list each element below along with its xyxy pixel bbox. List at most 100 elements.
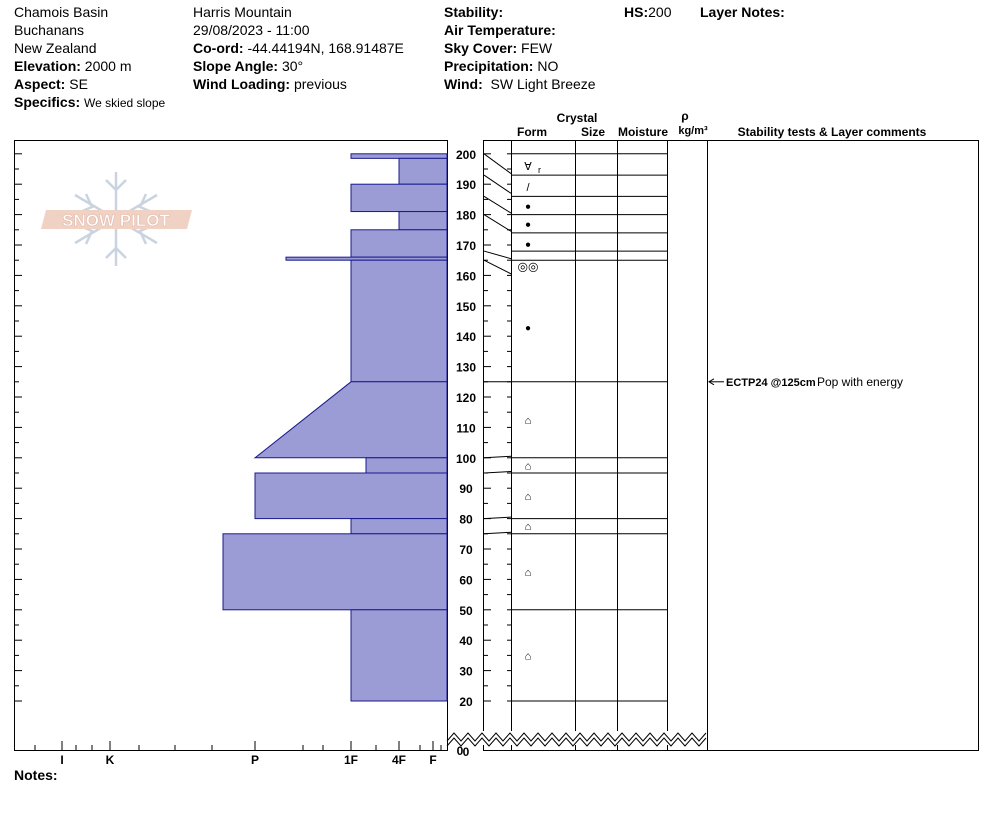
height-label-140: 140 (456, 330, 476, 344)
form-symbol-12: ⌂ (525, 650, 532, 662)
height-label-180: 180 (456, 209, 476, 223)
height-label-130: 130 (456, 361, 476, 375)
hardness-label-I: I (60, 753, 63, 767)
density-unit-header: kg/m³ (678, 125, 708, 137)
height-label-150: 150 (456, 300, 476, 314)
layer-connector-7 (483, 455, 512, 459)
height-axis: 0 20 30 40 50 60 70 80 90 100 110 120 130 140 150 160 17… (14, 148, 511, 759)
hardness-axis: I K P 1F 4F F (34, 741, 442, 767)
comments-panel-frame (707, 140, 979, 751)
height-label-120: 120 (456, 391, 476, 405)
form-symbol-1: / (526, 182, 530, 194)
comment-test-0: ECTP24 @125cm (726, 377, 816, 389)
header-col-3: Stability: Air Temperature: Sky Cover: F… (444, 3, 596, 93)
aspect: Aspect: SE (14, 76, 88, 92)
height-label-50: 50 (459, 604, 473, 618)
form-symbol-3: ● (525, 220, 531, 231)
form-symbol-sub-0: r (538, 165, 541, 175)
comment-note-0: Pop with energy (817, 375, 903, 389)
comment-arrow-icon (708, 378, 715, 386)
layer-connector-1 (483, 174, 512, 194)
hardness-bar-10 (350, 518, 448, 535)
size-header: Size (581, 125, 605, 139)
form-symbol-5: ◎◎ (518, 259, 539, 273)
height-label-90: 90 (459, 482, 473, 496)
hardness-bar-3 (398, 211, 448, 231)
header-col-2: Harris Mountain 29/08/2023 - 11:00 Co-or… (193, 3, 404, 93)
height-label-60: 60 (459, 573, 473, 587)
form-symbol-10: ⌂ (525, 521, 532, 533)
hardness-bar-6 (350, 259, 448, 383)
hardness-bar-4 (350, 229, 448, 258)
height-label-30: 30 (459, 665, 473, 679)
header-col-1: Chamois Basin Buchanans New Zealand Elev… (14, 3, 165, 111)
location: Chamois Basin (14, 4, 109, 20)
height-label-160: 160 (456, 269, 476, 283)
axis-break: 0 (446, 731, 707, 758)
hardness-bar-2 (350, 183, 448, 213)
hardness-label-K: K (106, 753, 115, 767)
height-label-190: 190 (456, 178, 476, 192)
height-label-200: 200 (456, 148, 476, 162)
coordinates: Co-ord: -44.44194N, 168.91487E (193, 40, 404, 56)
hardness-label-P: P (251, 753, 259, 767)
wind: Wind: SW Light Breeze (444, 76, 596, 92)
height-label-20: 20 (459, 695, 473, 709)
layer-boundaries (483, 153, 667, 702)
hardness-profile (222, 153, 448, 702)
stability: Stability: (444, 4, 504, 20)
notes-label: Notes: (14, 767, 58, 783)
height-label-80: 80 (459, 513, 473, 527)
wind-loading: Wind Loading: previous (193, 76, 347, 92)
height-label-70: 70 (459, 543, 473, 557)
layer-connector-2 (483, 195, 512, 214)
hardness-bar-11 (222, 533, 448, 611)
height-label-170: 170 (456, 239, 476, 253)
datetime: 29/08/2023 - 11:00 (193, 22, 310, 38)
hardness-label-1F: 1F (344, 753, 358, 767)
snow-height: HS:200 (624, 4, 672, 20)
density-rho-header: ρ (681, 109, 688, 123)
form-symbol-8: ⌂ (525, 460, 532, 472)
break-zigzag-top (446, 732, 707, 742)
crystal-header: Crystal (557, 111, 598, 125)
country: New Zealand (14, 40, 97, 56)
form-symbol-11: ⌂ (525, 567, 532, 579)
form-symbol-6: ● (525, 323, 531, 334)
form-symbol-2: ● (525, 201, 531, 212)
hardness-bar-9 (254, 472, 448, 520)
crystal-table-frame (483, 140, 708, 751)
form-symbols: ∀ r / ● ● ● ◎◎ ● ⌂ ⌂ ⌂ ⌂ ⌂ ⌂ (518, 161, 541, 662)
form-symbol-7: ⌂ (525, 415, 532, 427)
form-symbol-9: ⌂ (525, 491, 532, 503)
hardness-label-F: F (429, 753, 436, 767)
hardness-bar-1 (398, 157, 448, 185)
layer-connector-0 (483, 153, 512, 174)
layer-connector-4 (483, 250, 512, 260)
precipitation: Precipitation: NO (444, 58, 559, 74)
hardness-bar-7 (253, 381, 448, 459)
layer-connector-8 (483, 470, 512, 474)
height-label-110: 110 (456, 421, 476, 435)
hardness-bar-8 (365, 457, 448, 474)
height-label-40: 40 (459, 634, 473, 648)
layer-connector-5 (483, 259, 512, 275)
slope-angle: Slope Angle: 30° (193, 58, 304, 74)
layer-notes-label: Layer Notes: (700, 4, 785, 20)
height-label-100: 100 (456, 452, 476, 466)
form-symbol-0: ∀ (524, 161, 532, 173)
elevation: Elevation: 2000 m (14, 58, 132, 74)
comments-header: Stability tests & Layer comments (738, 125, 927, 139)
mountain: Harris Mountain (193, 4, 292, 20)
height-label-0: 0 (463, 745, 470, 759)
sky-cover: Sky Cover: FEW (444, 40, 553, 56)
hardness-label-4F: 4F (392, 753, 406, 767)
region: Buchanans (14, 22, 85, 38)
height-label-0: 0 (457, 744, 464, 758)
break-zigzag-bottom (446, 737, 707, 747)
snowpilot-logo: SNOW PILOT (41, 172, 192, 266)
specifics: Specifics: We skied slope (14, 94, 166, 110)
stability-comments: ECTP24 @125cm Pop with energy (708, 375, 903, 389)
form-header: Form (517, 125, 547, 139)
